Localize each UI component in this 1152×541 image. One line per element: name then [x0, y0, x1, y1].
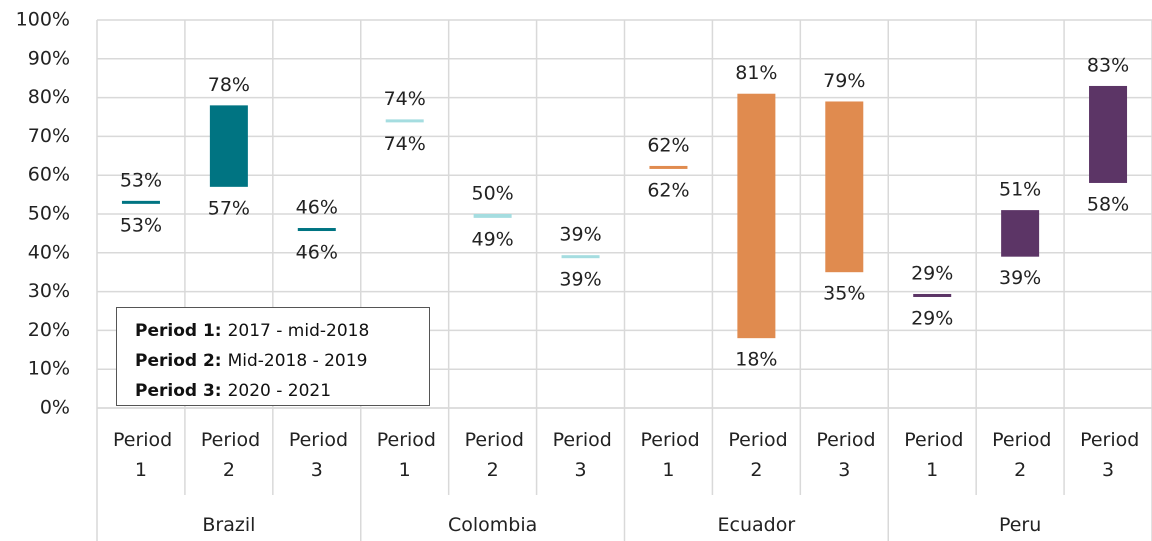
legend-row: Period 3: 2020 - 2021: [135, 376, 429, 406]
x-tick-label: Period 2: [992, 429, 1052, 481]
low-label: 29%: [911, 307, 953, 329]
low-label: 49%: [472, 228, 514, 250]
x-tick-label: Period 3: [1080, 429, 1140, 481]
y-tick-label: 80%: [28, 86, 70, 108]
x-tick-label: Period 2: [200, 429, 261, 481]
group-label: Peru: [998, 514, 1042, 536]
y-tick-label: 10%: [28, 358, 70, 380]
high-label: 74%: [384, 88, 426, 110]
legend-text: 2020 - 2021: [227, 381, 332, 401]
low-label: 53%: [120, 214, 162, 236]
range-bar: [1001, 210, 1040, 257]
high-label: 50%: [472, 183, 514, 205]
legend-key: Period 2:: [135, 351, 222, 371]
low-label: 39%: [999, 267, 1041, 289]
y-tick-label: 0%: [40, 397, 70, 419]
group-label: Brazil: [202, 514, 256, 536]
low-label: 58%: [1087, 193, 1129, 215]
x-tick-label: Period 3: [552, 429, 612, 481]
x-tick-label: Period 1: [640, 429, 700, 481]
y-tick-label: 100%: [16, 9, 70, 31]
x-tick-label: Period 1: [904, 429, 964, 481]
low-label: 62%: [647, 179, 689, 201]
range-bar: [1089, 85, 1128, 183]
high-label: 62%: [647, 134, 689, 156]
legend-text: Mid-2018 - 2019: [227, 351, 368, 371]
y-tick-label: 50%: [28, 203, 70, 225]
y-tick-label: 90%: [28, 47, 70, 69]
high-label: 39%: [559, 224, 601, 246]
range-bar: [913, 293, 952, 297]
group-label: Ecuador: [717, 514, 796, 536]
low-label: 18%: [735, 349, 777, 371]
legend-box: Period 1: 2017 - mid-2018 Period 2: Mid-201…: [116, 307, 430, 406]
range-bar: [209, 105, 248, 187]
y-tick-label: 40%: [28, 241, 70, 263]
x-tick-label: Period 2: [728, 429, 788, 481]
range-bar: [385, 119, 424, 123]
range-bar: [825, 101, 864, 273]
low-label: 74%: [384, 133, 426, 155]
y-tick-label: 60%: [28, 164, 70, 186]
legend-text: 2017 - mid-2018: [227, 321, 370, 341]
high-label: 51%: [999, 179, 1041, 201]
high-label: 46%: [296, 197, 338, 219]
x-tick-label: Period 2: [464, 429, 524, 481]
legend-key: Period 3:: [135, 381, 222, 401]
high-label: 53%: [120, 169, 162, 191]
range-bar: [649, 165, 688, 169]
range-bar: [561, 255, 600, 259]
low-label: 46%: [296, 242, 338, 264]
x-tick-label: Period 3: [816, 429, 876, 481]
high-label: 81%: [735, 62, 777, 84]
low-label: 35%: [823, 283, 865, 305]
low-label: 57%: [208, 197, 250, 219]
y-tick-label: 20%: [28, 319, 70, 341]
x-tick-label: Period 3: [288, 429, 349, 481]
range-bar: [121, 200, 160, 204]
x-tick-label: Period 1: [113, 429, 173, 481]
legend-row: Period 1: 2017 - mid-2018: [135, 316, 429, 346]
y-tick-label: 30%: [28, 280, 70, 302]
high-label: 83%: [1087, 54, 1129, 76]
high-label: 29%: [911, 262, 953, 284]
y-tick-label: 70%: [28, 125, 70, 147]
range-bar: [737, 93, 776, 339]
legend-row: Period 2: Mid-2018 - 2019: [135, 346, 429, 376]
group-label: Colombia: [447, 514, 538, 536]
high-label: 78%: [208, 74, 250, 96]
range-bar: [297, 228, 336, 232]
low-label: 39%: [559, 269, 601, 291]
high-label: 79%: [823, 70, 865, 92]
legend-key: Period 1:: [135, 321, 222, 341]
range-bar: [473, 214, 512, 218]
x-tick-label: Period 1: [376, 429, 436, 481]
